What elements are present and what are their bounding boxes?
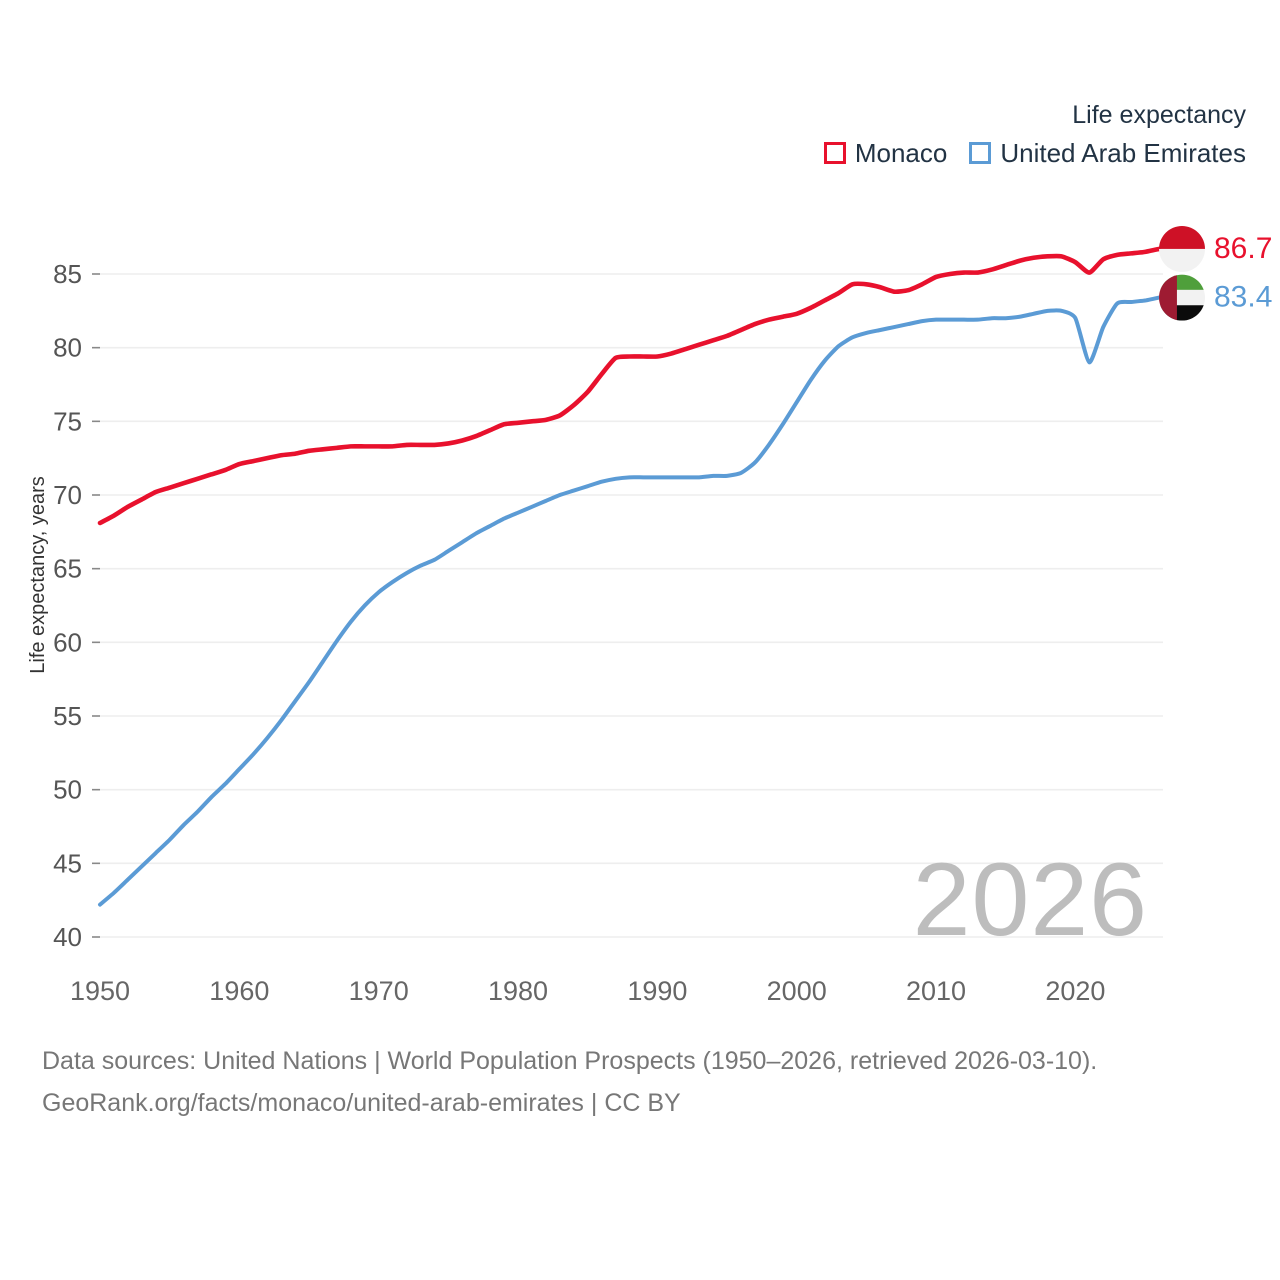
end-value-label-united-arab-emirates: 83.4 [1214, 280, 1272, 313]
year-watermark: 2026 [913, 842, 1148, 958]
legend-label-united-arab-emirates: United Arab Emirates [1000, 138, 1246, 168]
legend-items: Monaco United Arab Emirates [0, 138, 1248, 168]
x-tick-label-1960: 1960 [209, 976, 269, 1006]
x-tick-label-1990: 1990 [627, 976, 687, 1006]
y-tick-label-65: 65 [53, 554, 82, 584]
x-tick-label-2020: 2020 [1045, 976, 1105, 1006]
end-value-label-monaco: 86.7 [1214, 232, 1272, 265]
y-tick-label-50: 50 [53, 775, 82, 805]
legend-label-monaco: Monaco [854, 138, 948, 168]
y-axis-title: Life expectancy, years [27, 476, 49, 674]
x-axis-ticks: 1950 1960 1970 1980 1990 2000 2010 2020 [70, 976, 1105, 1006]
y-axis-ticks: 40 45 50 55 60 65 70 75 80 85 [53, 259, 100, 952]
y-tick-label-45: 45 [53, 848, 82, 878]
footer-data-sources: Data sources: United Nations | World Pop… [42, 1047, 1098, 1075]
footer-attribution[interactable]: GeoRank.org/facts/monaco/united-arab-emi… [42, 1089, 681, 1117]
monaco-flag-icon [1159, 225, 1205, 272]
y-tick-label-60: 60 [53, 627, 82, 657]
series-line-monaco [97, 246, 1162, 526]
legend-swatch-monaco [823, 142, 846, 164]
uae-flag-icon [1159, 274, 1205, 321]
y-tick-label-80: 80 [53, 333, 82, 363]
gridlines [100, 273, 1163, 938]
series-line-united-arab-emirates [98, 295, 1161, 907]
y-tick-label-75: 75 [53, 406, 82, 436]
y-tick-label-85: 85 [53, 259, 82, 289]
legend-item-united-arab-emirates[interactable]: United Arab Emirates [969, 138, 1246, 168]
legend-item-monaco[interactable]: Monaco [823, 138, 948, 168]
series-lines [97, 246, 1162, 907]
chart-legend: Life expectancy Monaco United Arab Emira… [0, 98, 1248, 168]
x-tick-label-2000: 2000 [767, 976, 827, 1006]
chart-footer: Data sources: United Nations | World Pop… [42, 1040, 1222, 1124]
x-tick-label-1970: 1970 [349, 976, 409, 1006]
y-tick-label-40: 40 [53, 922, 82, 952]
y-tick-label-55: 55 [53, 701, 82, 731]
end-markers: 86.7 83.4 [1159, 225, 1272, 321]
x-tick-label-1950: 1950 [70, 976, 130, 1006]
legend-title: Life expectancy [1072, 101, 1246, 129]
x-tick-label-2010: 2010 [906, 976, 966, 1006]
legend-swatch-united-arab-emirates [969, 142, 992, 164]
y-tick-label-70: 70 [53, 480, 82, 510]
x-tick-label-1980: 1980 [488, 976, 548, 1006]
